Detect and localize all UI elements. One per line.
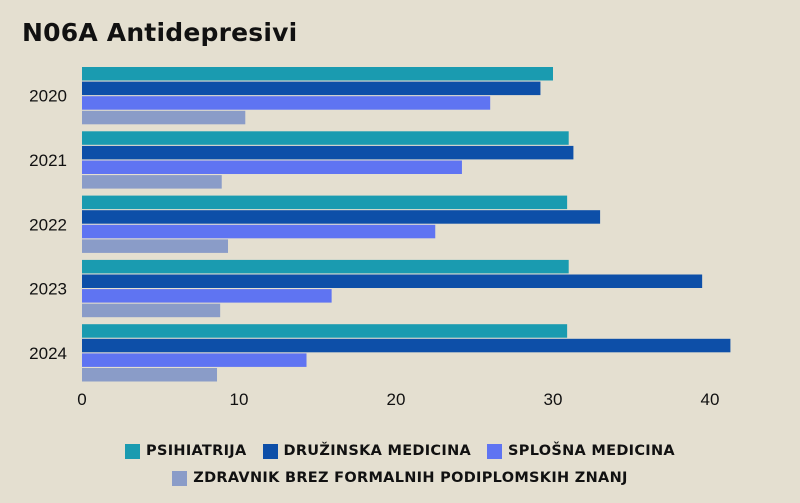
bar-2022-3 xyxy=(82,239,229,253)
bar-2023-3 xyxy=(82,303,221,318)
legend-row-2: ZDRAVNIK BREZ FORMALNIH PODIPLOMSKIH ZNA… xyxy=(0,470,800,486)
bar-2024-3 xyxy=(82,368,218,382)
bar-2020-1 xyxy=(82,81,541,96)
bar-2023-1 xyxy=(82,274,703,288)
bar-2024-1 xyxy=(82,338,731,353)
legend-swatch xyxy=(487,443,503,459)
y-tick-label: 2023 xyxy=(29,280,67,299)
bar-2020-2 xyxy=(82,96,491,110)
bar-2022-1 xyxy=(82,210,601,224)
legend-swatch xyxy=(262,443,278,459)
legend-label: PSIHIATRIJA xyxy=(146,443,247,459)
bar-2021-0 xyxy=(82,131,569,145)
bar-2023-0 xyxy=(82,259,569,274)
bar-2024-2 xyxy=(82,353,307,367)
y-tick-label: 2021 xyxy=(29,151,67,170)
bar-2020-3 xyxy=(82,110,246,125)
bar-2024-0 xyxy=(82,324,568,338)
legend-row-1: PSIHIATRIJA DRUŽINSKA MEDICINA SPLOŠNA M… xyxy=(0,443,800,459)
legend-label: DRUŽINSKA MEDICINA xyxy=(283,443,472,459)
bar-2022-0 xyxy=(82,195,568,210)
y-tick-label: 2020 xyxy=(29,87,67,106)
legend-item-zdravnik-brez: ZDRAVNIK BREZ FORMALNIH PODIPLOMSKIH ZNA… xyxy=(172,470,627,486)
legend-label: ZDRAVNIK BREZ FORMALNIH PODIPLOMSKIH ZNA… xyxy=(193,470,628,486)
bar-2022-2 xyxy=(82,224,436,239)
bar-2020-0 xyxy=(82,67,553,81)
legend-swatch xyxy=(125,443,141,459)
legend-swatch xyxy=(172,470,188,486)
x-tick-label: 30 xyxy=(544,390,563,409)
legend-label: SPLOŠNA MEDICINA xyxy=(508,443,675,459)
x-tick-label: 20 xyxy=(387,390,406,409)
bar-2023-2 xyxy=(82,289,332,303)
bar-2021-2 xyxy=(82,160,462,174)
y-tick-label: 2022 xyxy=(29,215,67,234)
y-tick-label: 2024 xyxy=(29,344,67,363)
x-tick-label: 10 xyxy=(230,390,249,409)
bar-2021-3 xyxy=(82,175,222,189)
legend-item-psihiatrija: PSIHIATRIJA xyxy=(125,443,246,459)
chart-title: N06A Antidepresivi xyxy=(22,18,298,47)
bar-2021-1 xyxy=(82,145,574,160)
legend-item-splosna-medicina: SPLOŠNA MEDICINA xyxy=(487,443,675,459)
legend-item-druzinska-medicina: DRUŽINSKA MEDICINA xyxy=(262,443,472,459)
x-tick-label: 40 xyxy=(701,390,720,409)
x-tick-label: 0 xyxy=(77,390,86,409)
